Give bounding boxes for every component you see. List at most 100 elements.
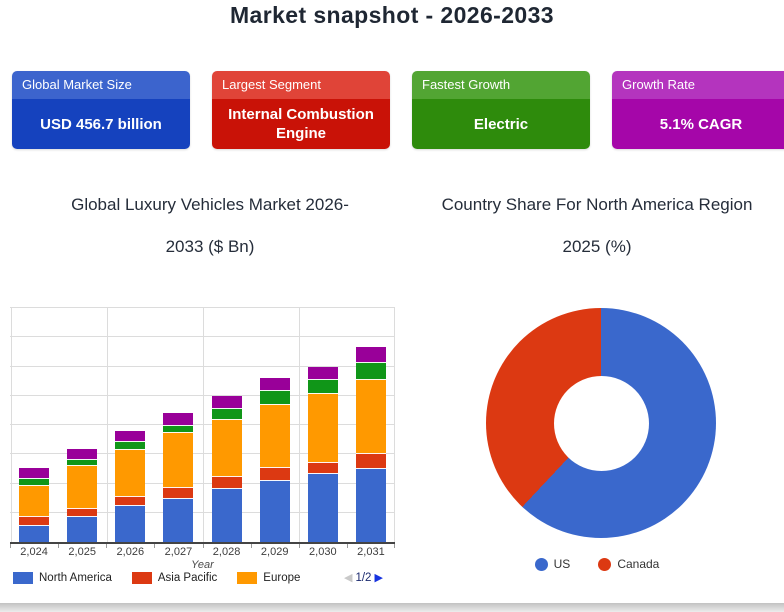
bar-segment-asia-pacific[interactable]: [163, 487, 194, 499]
bar-segment-north-america[interactable]: [67, 515, 98, 542]
bar-chart-title: Global Luxury Vehicles Market 2026-2033 …: [71, 195, 349, 256]
bar-segment-asia-pacific[interactable]: [115, 496, 146, 506]
bar-segment-unlabeled-purple[interactable]: [259, 377, 290, 390]
gridline: [393, 308, 395, 542]
stacked-bar-2027[interactable]: [163, 413, 194, 542]
bar-segment-unlabeled-green[interactable]: [115, 441, 146, 450]
bar-segment-europe[interactable]: [211, 419, 242, 477]
axis-tick: [106, 544, 108, 548]
stacked-bar-2025[interactable]: [67, 449, 98, 542]
legend-label: US: [553, 557, 571, 571]
legend-dot: [598, 557, 612, 571]
bar-chart-plot-area: [10, 300, 395, 544]
gridline: [202, 308, 204, 542]
legend-next-arrow-icon[interactable]: ▶: [374, 572, 383, 584]
bar-segment-north-america[interactable]: [259, 480, 290, 542]
gridline: [106, 308, 108, 542]
bottom-divider: [0, 603, 784, 612]
legend-label: Canada: [617, 557, 660, 571]
card-label: Largest Segment: [212, 71, 390, 99]
legend-swatch: [13, 572, 33, 584]
bar-segment-asia-pacific[interactable]: [211, 476, 242, 489]
bar-segment-unlabeled-green[interactable]: [163, 425, 194, 433]
card-value: 5.1% CAGR: [612, 99, 784, 149]
legend-label: Asia Pacific: [157, 572, 218, 584]
bar-segment-north-america[interactable]: [307, 473, 338, 542]
bar-segment-unlabeled-purple[interactable]: [19, 468, 50, 478]
bar-segment-asia-pacific[interactable]: [67, 508, 98, 516]
bar-segment-asia-pacific[interactable]: [259, 467, 290, 481]
x-axis-labels: 2,024 2,025 2,026 2,027 2,028 2,029 2,030 2,031: [10, 546, 395, 558]
bar-segment-unlabeled-green[interactable]: [307, 379, 338, 394]
gridline: [10, 308, 12, 542]
bar-segment-unlabeled-green[interactable]: [355, 361, 386, 379]
bar-segment-unlabeled-purple[interactable]: [67, 449, 98, 460]
card-label: Fastest Growth: [412, 71, 590, 99]
stacked-bar-2029[interactable]: [259, 377, 290, 542]
donut-hole: [553, 375, 649, 471]
x-axis-ticks: [10, 544, 395, 548]
x-axis-label: 2,024: [20, 546, 48, 558]
bar-segment-unlabeled-green[interactable]: [67, 459, 98, 466]
legend-pager: ◀ 1/2 ▶: [344, 571, 383, 585]
bar-segment-north-america[interactable]: [19, 525, 50, 542]
bar-segment-europe[interactable]: [67, 465, 98, 509]
gridline: [298, 308, 300, 542]
bar-segment-unlabeled-purple[interactable]: [355, 346, 386, 362]
x-axis-label: 2,028: [212, 546, 241, 558]
legend-dot: [534, 557, 548, 571]
bar-segment-europe[interactable]: [355, 378, 386, 454]
stacked-bar-2026[interactable]: [115, 431, 146, 542]
legend-swatch: [131, 572, 152, 584]
legend-swatch: [237, 572, 258, 584]
bar-segment-europe[interactable]: [163, 432, 194, 488]
bar-segment-north-america[interactable]: [355, 468, 386, 542]
legend-item-us: US: [534, 557, 571, 571]
info-card-growth-rate: Growth Rate 5.1% CAGR: [612, 71, 784, 149]
axis-tick: [394, 544, 395, 548]
bar-segment-north-america[interactable]: [211, 488, 242, 542]
legend-prev-arrow-icon[interactable]: ◀: [344, 572, 353, 584]
axis-tick: [346, 544, 348, 548]
card-value: Internal Combustion Engine: [212, 99, 390, 149]
legend-item-asia-pacific: Asia Pacific: [131, 572, 218, 584]
legend-label: North America: [39, 572, 112, 584]
bar-segment-unlabeled-green[interactable]: [259, 389, 290, 404]
info-cards-row: Global Market Size USD 456.7 billion Large…: [12, 71, 784, 149]
x-axis-label: 2,025: [68, 546, 96, 558]
bar-segment-europe[interactable]: [259, 403, 290, 468]
info-card-fastest-growth: Fastest Growth Electric: [412, 71, 590, 149]
x-axis-label: 2,027: [164, 546, 193, 558]
donut-chart[interactable]: [486, 308, 716, 538]
bar-segment-europe[interactable]: [19, 484, 50, 516]
stacked-bar-2028[interactable]: [211, 395, 242, 542]
card-label: Global Market Size: [12, 71, 190, 99]
stacked-bar-2031[interactable]: [355, 346, 386, 542]
bar-segment-unlabeled-green[interactable]: [211, 408, 242, 420]
axis-tick: [154, 544, 156, 548]
page-title: Market snapshot - 2026-2033: [230, 2, 554, 28]
bar-segment-asia-pacific[interactable]: [307, 462, 338, 474]
bar-segment-asia-pacific[interactable]: [19, 515, 50, 526]
bar-segment-europe[interactable]: [307, 393, 338, 463]
bar-segment-unlabeled-purple[interactable]: [211, 395, 242, 409]
bar-segment-north-america[interactable]: [163, 498, 194, 542]
bar-segment-asia-pacific[interactable]: [355, 453, 386, 469]
bar-segment-unlabeled-purple[interactable]: [163, 413, 194, 426]
bar-segment-north-america[interactable]: [115, 505, 146, 542]
info-card-largest-segment: Largest Segment Internal Combustion Engin…: [212, 71, 390, 149]
x-axis-label: 2,031: [357, 546, 385, 558]
bar-segment-europe[interactable]: [115, 449, 146, 497]
bar-segment-unlabeled-green[interactable]: [19, 477, 50, 485]
bar-segment-unlabeled-purple[interactable]: [307, 366, 338, 380]
bar-segment-unlabeled-purple[interactable]: [115, 431, 146, 442]
pie-chart-legend: US Canada: [410, 557, 784, 571]
legend-item-canada: Canada: [598, 557, 659, 571]
legend-label: Europe: [263, 572, 301, 584]
bar-chart-legend: North America Asia Pacific Europe: [13, 572, 320, 584]
card-value: USD 456.7 billion: [12, 99, 190, 149]
legend-item-europe: Europe: [237, 572, 300, 584]
stacked-bar-2030[interactable]: [307, 366, 338, 542]
axis-tick: [10, 544, 11, 548]
stacked-bar-2024[interactable]: [19, 468, 50, 542]
